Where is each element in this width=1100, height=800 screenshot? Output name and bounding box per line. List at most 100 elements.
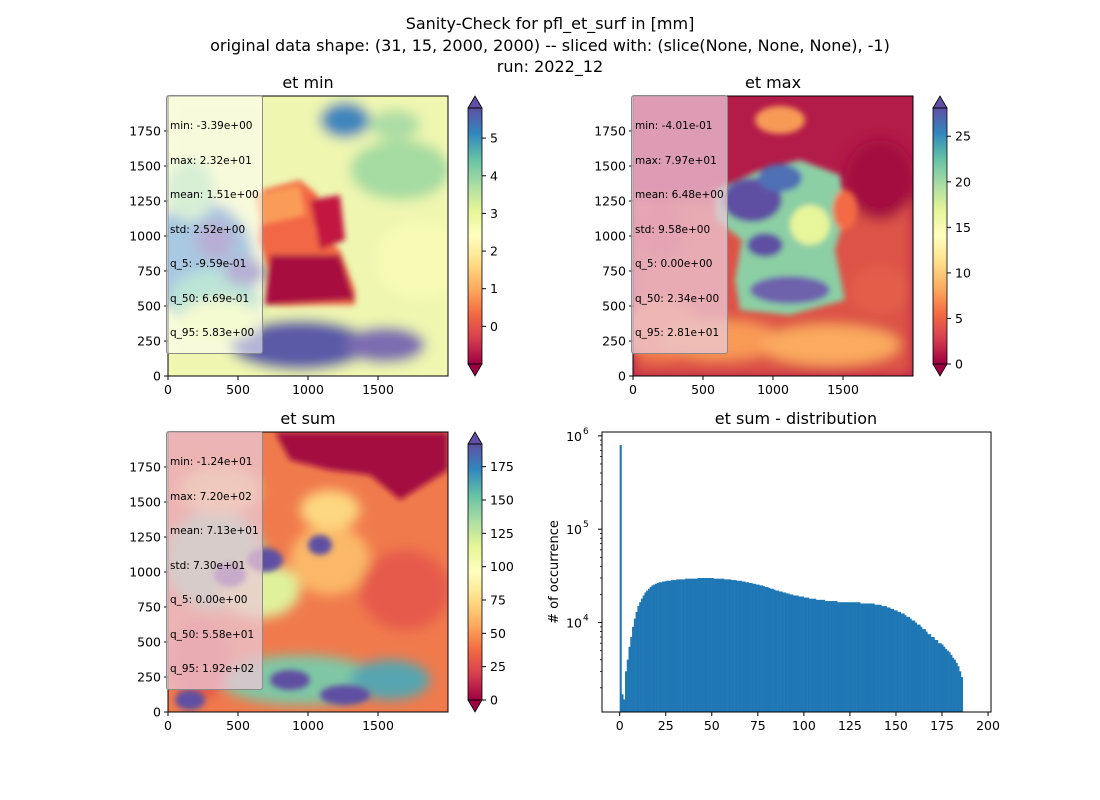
hist-bar [883,606,886,712]
y-tick-label: 1750 [594,124,626,139]
panel-title-et-sum: et sum [280,409,335,428]
hist-bar [830,601,833,712]
hist-bar [778,591,781,712]
hist-bar [930,636,933,712]
hist-bar [914,622,918,712]
x-tick-label: 0 [164,718,172,733]
colorbar-frame [932,107,948,365]
colorbar-tick-label: 25 [490,659,506,674]
hist-bar [918,624,921,712]
hist-bar [936,639,939,712]
hist-bar [819,599,822,712]
hist-bar [739,580,742,712]
y-tick-label: 1000 [129,229,161,244]
hist-y-tick-exponent: 6 [583,427,589,437]
hist-bar [738,580,741,712]
hist-bar [805,597,808,712]
stat-line: min: -3.39e+00 [170,120,253,132]
hist-bar [716,578,719,712]
stats-box-et-sum: min: -1.24e+01 max: 7.20e+02 mean: 7.13e… [166,431,263,690]
hist-bar [679,579,682,712]
hist-bar [725,579,728,712]
x-tick-label: 1000 [292,382,324,397]
colorbar-gradient [933,108,947,364]
y-tick-label: 750 [602,264,626,279]
hist-bar [729,579,732,712]
hist-bar [662,581,665,712]
hist-bar [711,577,714,712]
hist-bar [907,616,910,712]
hist-bar [920,626,923,712]
hist-bar [688,578,691,712]
hist-bar [833,601,836,712]
x-tick-label: 1500 [362,718,394,733]
hist-bar [741,581,744,712]
hist-bar [706,577,709,712]
x-tick-label: 1500 [362,382,394,397]
colorbar-tick-label: 15 [955,220,971,235]
hist-bar [736,580,739,712]
hist-bar [653,584,656,712]
hist-bar [768,587,771,712]
hist-bar [715,578,718,712]
panel-title-et-max: et max [745,73,801,92]
stat-line: max: 7.20e+02 [170,490,252,503]
hist-bar [771,588,774,712]
hist-bar [923,629,926,712]
stat-line: min: -1.24e+01 [170,456,253,468]
hist-y-axis-label: # of occurrence [547,520,562,624]
hist-bar [624,671,628,712]
hist-bar [762,586,765,712]
y-axis-ticks-et-min: 0 250 500 750 1000 1250 1500 1750 [129,124,168,384]
hist-y-tick-exponent: 5 [583,520,589,530]
hist-bar [828,601,831,712]
hist-bar [709,577,712,712]
hist-bar [727,579,730,712]
hist-x-tick-label: 75 [750,718,766,733]
hist-bar [879,604,882,712]
hist-bar [831,601,834,712]
hist-bar [853,602,856,712]
hist-bar [877,604,880,712]
hist-x-tick-label: 175 [930,718,954,733]
hist-bar [683,579,686,712]
hist-bar [663,581,666,712]
hist-title: et sum - distribution [715,409,877,428]
stat-line: q_50: 6.69e-01 [170,292,250,305]
y-tick-label: 0 [153,705,161,720]
hist-bar [731,580,734,712]
hist-x-axis-ticks: 0 25 50 75 100 125 150 175 200 [616,712,1000,733]
y-tick-label: 1000 [594,229,626,244]
y-axis-ticks-et-max: 0 250 500 750 1000 1250 1500 1750 [594,124,633,384]
hist-bar [868,603,872,712]
hist-x-tick-label: 100 [792,718,816,733]
hist-bar [870,603,873,712]
hist-bar [902,613,905,712]
x-tick-label: 500 [691,382,715,397]
hist-bar [632,626,635,712]
hist-bar [745,582,748,712]
y-tick-label: 500 [137,635,161,650]
stat-line: max: 7.97e+01 [635,154,717,167]
hist-bar [838,602,842,712]
x-axis-ticks-et-sum: 0 500 1000 1500 [164,712,394,733]
stat-line: mean: 6.48e+00 [635,189,724,201]
hist-bar [718,578,721,712]
hist-bar [769,588,773,712]
hist-bar [686,578,689,712]
colorbar-tick-label: 3 [490,206,498,221]
y-tick-label: 500 [602,299,626,314]
hist-bar [773,589,776,712]
y-tick-label: 1000 [129,565,161,580]
x-tick-label: 500 [226,382,250,397]
hist-bar [678,579,681,712]
hist-y-tick-label: 10 [566,522,582,537]
hist-bar [685,578,688,712]
hist-bar [669,580,672,712]
hist-bar [876,604,879,712]
hist-bar [900,613,903,712]
stat-line: q_95: 5.83e+00 [170,327,255,339]
x-tick-label: 1000 [292,718,324,733]
colorbar-extend-bottom [467,699,483,713]
hist-bar [713,578,716,712]
